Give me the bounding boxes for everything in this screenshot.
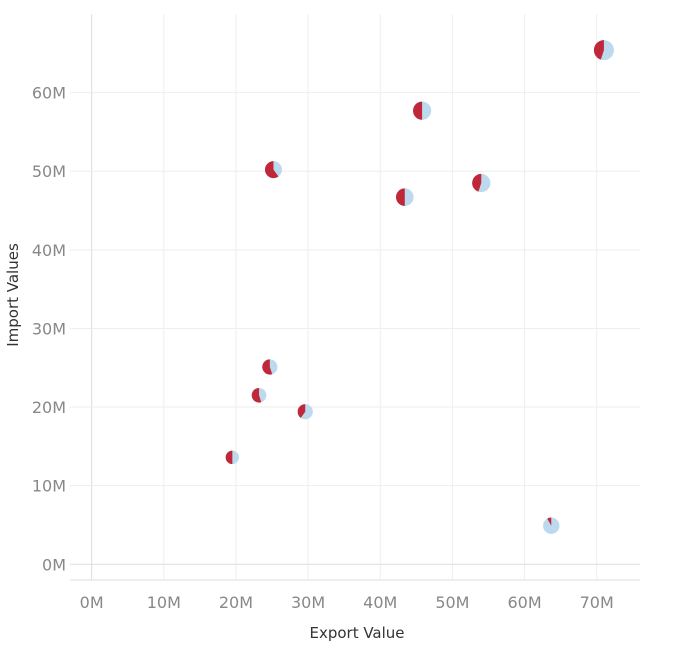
pie-slice-dark <box>251 387 262 403</box>
y-tick-label: 20M <box>32 398 66 417</box>
data-point[interactable] <box>264 161 282 179</box>
y-tick-label: 10M <box>32 477 66 496</box>
data-point[interactable] <box>395 188 414 206</box>
x-axis-ticks: 0M 10M 20M 30M 40M 50M 60M 70M <box>80 593 614 612</box>
pie-slice-dark <box>395 188 405 206</box>
y-tick-label: 50M <box>32 162 66 181</box>
y-tick-label: 40M <box>32 241 66 260</box>
pie-slice-dark <box>547 517 552 526</box>
y-axis-title: Import Values <box>4 243 22 347</box>
data-point[interactable] <box>593 40 614 61</box>
data-points <box>225 40 614 534</box>
y-tick-label: 0M <box>42 555 66 574</box>
pie-slice-dark <box>262 359 273 375</box>
x-tick-label: 20M <box>219 593 253 612</box>
x-tick-label: 40M <box>363 593 397 612</box>
data-point[interactable] <box>262 359 278 375</box>
x-tick-label: 30M <box>291 593 325 612</box>
x-axis-title: Export Value <box>309 624 404 642</box>
grid <box>70 14 640 581</box>
data-point[interactable] <box>251 387 267 403</box>
y-axis-ticks: 0M 10M 20M 30M 40M 50M 60M <box>32 84 66 575</box>
x-tick-label: 70M <box>580 593 614 612</box>
x-tick-label: 0M <box>80 593 104 612</box>
x-tick-label: 10M <box>147 593 181 612</box>
data-point[interactable] <box>297 404 313 420</box>
y-tick-label: 30M <box>32 319 66 338</box>
data-point[interactable] <box>225 450 240 465</box>
x-tick-label: 60M <box>507 593 541 612</box>
pie-slice-dark <box>472 173 482 192</box>
pie-slice-dark <box>264 161 279 179</box>
data-point[interactable] <box>413 101 432 120</box>
data-point[interactable] <box>543 517 560 534</box>
data-point[interactable] <box>472 173 491 193</box>
pie-slice-dark <box>225 450 233 465</box>
pie-slice-dark <box>593 40 604 60</box>
pie-slice-dark <box>297 404 306 418</box>
pie-slice-dark <box>413 101 423 120</box>
x-tick-label: 50M <box>435 593 469 612</box>
y-tick-label: 60M <box>32 84 66 103</box>
